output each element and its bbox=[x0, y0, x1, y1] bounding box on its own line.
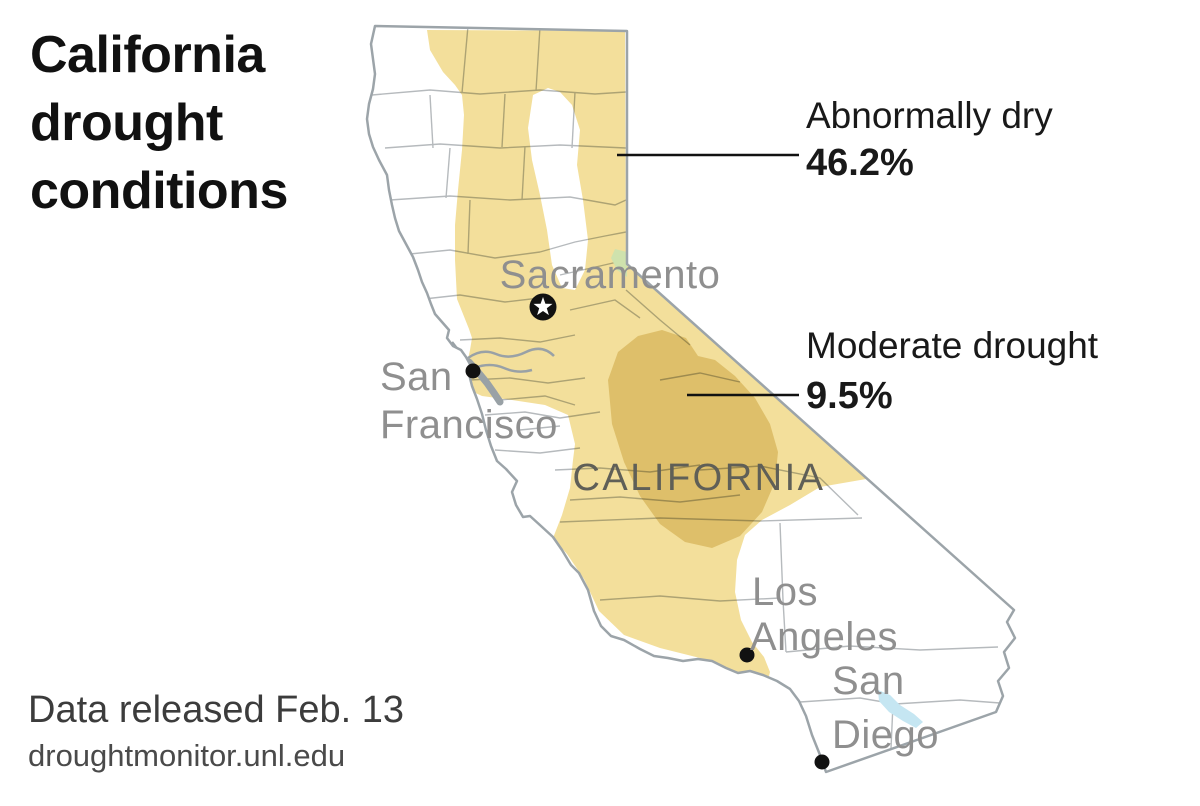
city-san-diego: San Diego bbox=[814, 659, 939, 770]
callout-abnormally-dry-label: Abnormally dry bbox=[806, 95, 1053, 136]
title-line-3: conditions bbox=[30, 162, 288, 220]
san-francisco-dot-icon bbox=[465, 363, 481, 379]
title-line-1: California bbox=[30, 26, 266, 84]
san-diego-label-line-2: Diego bbox=[832, 713, 939, 757]
source-url-text: droughtmonitor.unl.edu bbox=[28, 738, 345, 773]
lake-tahoe bbox=[611, 249, 627, 277]
title-line-2: drought bbox=[30, 94, 223, 152]
callout-moderate-drought-label: Moderate drought bbox=[806, 325, 1099, 366]
state-name-label: CALIFORNIA bbox=[572, 457, 825, 499]
sacramento-label: Sacramento bbox=[500, 253, 721, 297]
san-francisco-label-line-2: Francisco bbox=[380, 403, 558, 447]
footer: Data released Feb. 13 droughtmonitor.unl… bbox=[28, 689, 404, 773]
city-sacramento: Sacramento bbox=[500, 253, 721, 321]
state-border bbox=[365, 24, 1017, 774]
san-diego-dot-icon bbox=[814, 754, 830, 770]
los-angeles-label-line-1: Los bbox=[752, 570, 818, 614]
state-capital-star-icon bbox=[529, 293, 557, 321]
san-diego-label-line-1: San bbox=[832, 659, 905, 703]
california-map bbox=[365, 24, 1017, 774]
los-angeles-dot-icon bbox=[739, 647, 755, 663]
salton-sea bbox=[878, 690, 923, 728]
drought-overlay bbox=[427, 30, 872, 699]
callout-moderate-drought: Moderate drought 9.5% bbox=[687, 325, 1099, 417]
data-released-text: Data released Feb. 13 bbox=[28, 689, 404, 731]
san-francisco-label-line-1: San bbox=[380, 355, 453, 399]
callout-moderate-drought-value: 9.5% bbox=[806, 375, 893, 417]
callout-abnormally-dry: Abnormally dry 46.2% bbox=[617, 95, 1053, 184]
page-title: California drought conditions bbox=[30, 26, 288, 220]
city-los-angeles: Los Angeles bbox=[739, 570, 898, 663]
city-san-francisco: San Francisco bbox=[380, 355, 558, 447]
callout-abnormally-dry-value: 46.2% bbox=[806, 142, 914, 184]
moderate-drought-area bbox=[608, 330, 778, 548]
los-angeles-label-line-2: Angeles bbox=[750, 615, 898, 659]
